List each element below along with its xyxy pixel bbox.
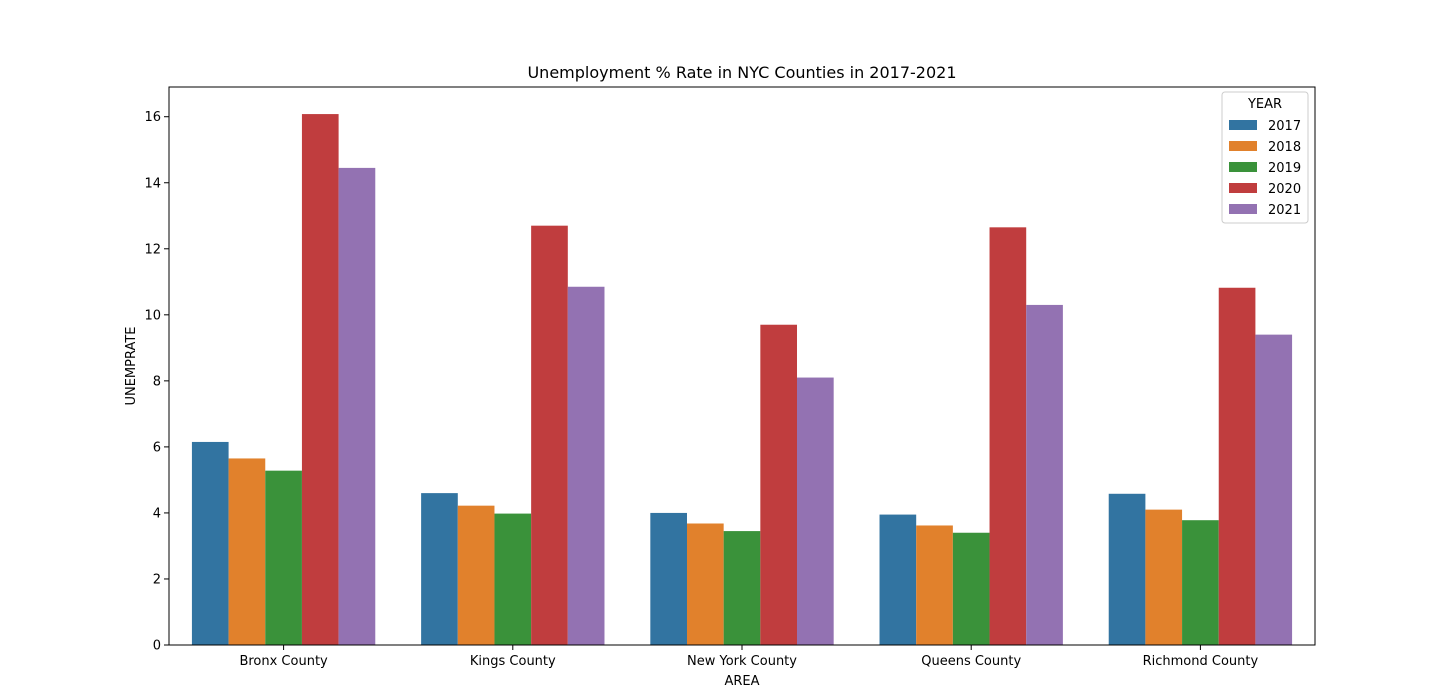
y-tick-label: 4 bbox=[153, 506, 161, 521]
legend-label-2017: 2017 bbox=[1268, 119, 1301, 134]
legend-label-2018: 2018 bbox=[1268, 140, 1301, 155]
legend-label-2020: 2020 bbox=[1268, 182, 1301, 197]
y-tick-label: 16 bbox=[144, 110, 161, 125]
bar-2018-kings-county bbox=[457, 505, 495, 645]
bar-2019-richmond-county bbox=[1182, 520, 1219, 645]
bar-2018-bronx-county bbox=[228, 458, 266, 645]
x-axis-label: AREA bbox=[724, 674, 759, 689]
chart-title: Unemployment % Rate in NYC Counties in 2… bbox=[527, 63, 956, 82]
legend-label-2019: 2019 bbox=[1268, 161, 1301, 176]
bar-2017-queens-county bbox=[879, 514, 917, 645]
bar-2020-richmond-county bbox=[1218, 287, 1256, 645]
bar-2020-kings-county bbox=[531, 225, 568, 645]
bar-2020-new-york-county bbox=[760, 324, 798, 645]
y-axis-label: UNEMPRATE bbox=[124, 326, 139, 405]
bar-2020-queens-county bbox=[989, 227, 1027, 645]
legend: YEAR 2017 2018 2019 2020 2021 bbox=[1221, 91, 1309, 224]
bar-2017-bronx-county bbox=[191, 441, 229, 645]
bars-layer bbox=[191, 114, 1293, 645]
bar-2017-richmond-county bbox=[1108, 493, 1146, 645]
bar-2019-bronx-county bbox=[265, 470, 302, 645]
bar-2018-richmond-county bbox=[1145, 509, 1183, 645]
y-tick-label: 14 bbox=[144, 176, 161, 191]
bar-2018-queens-county bbox=[916, 525, 953, 645]
legend-label-2021: 2021 bbox=[1268, 203, 1301, 218]
bar-2019-queens-county bbox=[952, 532, 990, 645]
legend-swatch-2018 bbox=[1229, 141, 1257, 151]
legend-swatch-2021 bbox=[1229, 204, 1257, 214]
x-tick-label: Bronx County bbox=[239, 654, 328, 669]
y-tick-label: 10 bbox=[144, 308, 161, 323]
legend-title: YEAR bbox=[1247, 97, 1282, 112]
y-tick-label: 6 bbox=[153, 440, 161, 455]
bar-2020-bronx-county bbox=[301, 114, 339, 645]
y-tick-label: 0 bbox=[153, 639, 161, 654]
y-tick-label: 8 bbox=[153, 374, 161, 389]
bar-2021-richmond-county bbox=[1255, 334, 1293, 645]
bar-2021-queens-county bbox=[1026, 304, 1063, 645]
x-tick-label: Kings County bbox=[470, 654, 556, 669]
bar-2019-new-york-county bbox=[723, 531, 761, 645]
bar-2018-new-york-county bbox=[686, 523, 724, 645]
bar-2021-kings-county bbox=[567, 286, 605, 645]
x-tick-label: New York County bbox=[687, 654, 797, 669]
y-tick-label: 12 bbox=[144, 242, 161, 257]
bar-2019-kings-county bbox=[494, 513, 532, 645]
legend-swatch-2019 bbox=[1229, 162, 1257, 172]
bar-2017-kings-county bbox=[421, 493, 458, 645]
bar-2017-new-york-county bbox=[650, 512, 687, 645]
bar-2021-bronx-county bbox=[338, 167, 376, 645]
legend-swatch-2017 bbox=[1229, 120, 1257, 130]
bar-2021-new-york-county bbox=[797, 377, 834, 645]
x-tick-label: Richmond County bbox=[1143, 654, 1259, 669]
x-tick-label: Queens County bbox=[921, 654, 1021, 669]
legend-swatch-2020 bbox=[1229, 183, 1257, 193]
y-tick-label: 2 bbox=[153, 572, 161, 587]
axes-layer: 0 2 4 6 8 10 12 14 16 Bronx County Kings County New… bbox=[144, 86, 1316, 669]
